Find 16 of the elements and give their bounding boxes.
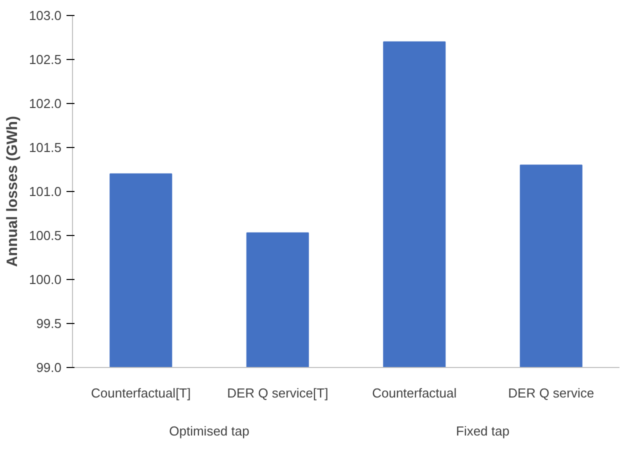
x-tick-label: Counterfactual bbox=[372, 386, 457, 400]
text: Fixed tap bbox=[456, 424, 510, 438]
y-tick-label: 99.0 bbox=[36, 360, 62, 375]
y-tick-label: 103.0 bbox=[28, 8, 62, 23]
y-tick-label: 99.5 bbox=[36, 316, 62, 331]
y-tick-label: 102.5 bbox=[28, 52, 62, 67]
y-tick-label: 102.0 bbox=[28, 96, 62, 111]
x-tick-label: DER Q service bbox=[508, 386, 594, 400]
y-axis-title: Annual losses (GWh) bbox=[4, 116, 21, 267]
y-tick-label: 101.5 bbox=[28, 140, 62, 155]
x-tick-label: Counterfactual[T] bbox=[91, 386, 191, 400]
y-tick-label: 100.0 bbox=[28, 272, 62, 287]
text: Optimised tap bbox=[169, 424, 250, 438]
x-tick-label: DER Q service[T] bbox=[227, 386, 328, 400]
y-tick-label: 101.0 bbox=[28, 184, 62, 199]
y-tick-label: 100.5 bbox=[28, 228, 62, 243]
